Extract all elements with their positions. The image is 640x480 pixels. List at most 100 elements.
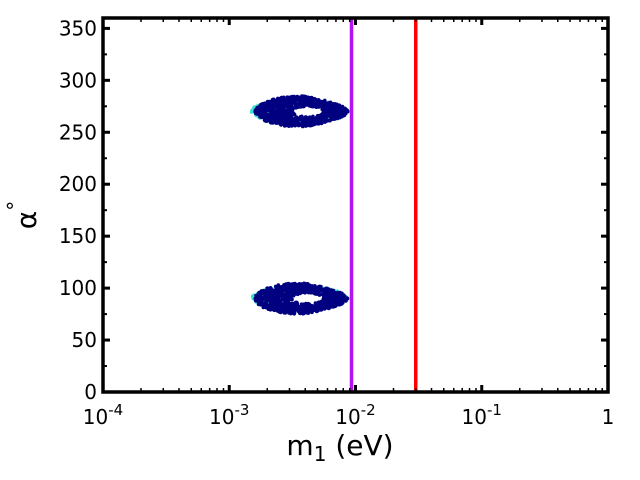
scatter-point [269,99,273,104]
scatter-point [333,295,337,299]
scatter-point [290,122,295,126]
scatter-point [274,117,279,121]
scatter-point [289,303,293,308]
scatter-point [314,289,318,293]
scatter-point [295,95,299,99]
scatter-point [338,292,343,297]
scatter-point [330,303,334,308]
scatter-point [278,300,283,304]
scatter-point [322,307,327,311]
scatter-point [286,310,291,314]
y-tick-label: 250 [59,120,97,144]
scatter-point [330,105,334,110]
scatter-point [290,113,294,118]
scatter-point [339,296,344,301]
scatter-point [276,110,281,115]
scatter-point [263,118,268,123]
scatter-point [316,300,321,305]
scatter-point [331,288,336,293]
scatter-point [313,304,318,308]
scatter-point [278,292,282,296]
scatter-point [335,116,340,121]
scatter-point [334,299,339,304]
scatter-point [303,99,308,103]
scatter-point [301,96,306,101]
x-tick-label: 10-4 [83,401,123,429]
scatter-point [283,97,288,102]
scatter-point [271,109,276,113]
scatter-point [272,114,277,118]
x-tick-label: 10-3 [209,401,249,429]
scatter-point [340,109,345,113]
scatter-point [253,296,258,301]
scatter-point [263,111,268,115]
scatter-point [269,297,273,301]
scatter-point [304,102,309,106]
scatter-point [326,301,330,306]
scatter-point [311,101,316,105]
scatter-point [264,293,269,297]
scatter-point [277,105,282,110]
scatter-point [293,101,298,105]
scatter-point [323,304,328,308]
y-tick-label: 100 [59,276,97,300]
scatter-point [311,114,315,119]
scatter-point [312,306,317,311]
scatter-point [304,288,308,292]
scatter-point [315,309,319,314]
scatter-point [278,310,283,315]
scatter-point [292,310,297,315]
reference-lines [349,18,418,392]
scatter-point [294,301,298,305]
scatter-point [290,282,294,286]
scatter-point [311,288,316,293]
scatter-point [328,108,333,112]
scatter-point [257,111,262,115]
scatter-point [288,308,293,312]
scatter-point [296,119,300,123]
scatter-point [333,302,337,306]
y-tick-label: 0 [84,380,97,404]
scatter-point [282,305,287,310]
scatter-point [329,114,334,118]
scatter-point [268,102,273,107]
scatter-point [250,109,254,113]
scatter-point [279,117,284,122]
scatter-point [273,298,278,302]
scatter-point [320,107,325,112]
y-tick-label: 200 [59,172,97,196]
scatter-point [326,289,331,293]
scatter-point [306,305,311,310]
scatter-point [342,293,346,298]
scatter-point [336,113,340,117]
scatter-point [329,292,334,297]
scatter-point [289,118,293,123]
scatter-point [299,311,303,315]
scatter-point [322,287,326,292]
scatter-point [298,291,302,296]
plot-frame [101,16,610,394]
scatter-point [276,283,281,287]
tick-labels: 0 50 100 150 200 250 300 350 10-4 10-3 10-2 10-1 1 [59,16,615,429]
scatter-point [307,101,312,105]
scatter-point [318,118,323,122]
y-axis-label: α° [3,201,43,229]
scatter-point [271,117,275,121]
scatter-point [287,108,292,113]
scatter-point [281,286,286,291]
scatter-point [290,297,294,302]
scatter-point [298,123,303,127]
scatter-point [272,308,277,313]
scatter-point [281,106,285,110]
scatter-point [327,298,331,303]
scatter-point [284,294,288,298]
scatter-point [324,114,329,118]
scatter-point [271,289,276,294]
scatter-point [323,291,328,296]
scatter-point [272,294,277,298]
scatter-point [282,124,287,128]
scatter-point [317,292,321,297]
y-tick-label: 150 [59,224,97,248]
scatter-point [292,292,296,296]
scatter-point [315,98,319,103]
